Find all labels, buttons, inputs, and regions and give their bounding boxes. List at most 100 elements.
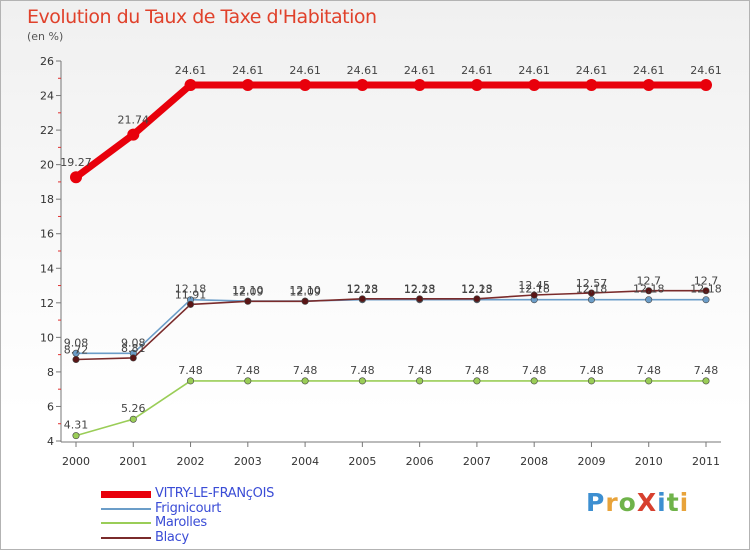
x-tick-label: 2005: [348, 455, 376, 468]
y-tick-label: 22: [40, 124, 54, 137]
logo-letter: X: [636, 488, 658, 517]
data-point: [645, 296, 653, 304]
data-point: [702, 296, 710, 304]
x-tick-label: 2006: [406, 455, 434, 468]
data-label: 24.61: [289, 64, 321, 77]
legend-item: Blacy: [101, 530, 274, 546]
series-line: [75, 289, 707, 361]
x-tick-label: 2003: [234, 455, 262, 468]
data-point: [244, 377, 252, 385]
y-tick-label: 16: [40, 228, 54, 241]
data-label: 24.61: [633, 64, 665, 77]
data-point: [129, 354, 137, 362]
data-label: 12.7: [694, 275, 719, 288]
data-label: 24.61: [404, 64, 436, 77]
data-label: 12.10: [289, 284, 321, 297]
data-point: [413, 79, 426, 92]
data-point: [645, 377, 653, 385]
logo-letter: i: [657, 488, 667, 517]
data-label: 8.72: [64, 343, 89, 356]
y-tick-label: 20: [40, 159, 54, 172]
data-label: 9.08: [64, 336, 89, 349]
data-point: [642, 79, 655, 92]
data-point: [528, 79, 541, 92]
data-label: 19.27: [60, 156, 92, 169]
data-label: 12.10: [232, 284, 264, 297]
data-label: 12.18: [461, 283, 493, 296]
data-point: [301, 377, 309, 385]
legend-swatch: [101, 522, 151, 525]
data-label: 7.48: [350, 364, 375, 377]
data-point: [702, 287, 710, 295]
data-label: 24.61: [461, 64, 493, 77]
data-label: 24.61: [347, 64, 379, 77]
data-point: [72, 355, 80, 363]
data-point: [187, 377, 195, 385]
logo-letter: r: [605, 488, 619, 517]
data-point: [72, 432, 80, 440]
data-point: [127, 128, 140, 141]
data-point: [416, 295, 424, 303]
data-label: 7.48: [236, 364, 261, 377]
series-line: [72, 81, 710, 181]
y-tick-label: 24: [40, 90, 54, 103]
data-point: [241, 79, 254, 92]
data-point: [129, 415, 137, 423]
data-point: [585, 79, 598, 92]
data-point: [244, 297, 252, 305]
y-tick-label: 18: [40, 193, 54, 206]
data-point: [702, 377, 710, 385]
data-point: [299, 79, 312, 92]
logo-letter: t: [666, 488, 680, 517]
data-label: 12.09: [289, 285, 321, 298]
data-label: 7.48: [579, 364, 604, 377]
data-label: 12.7: [636, 275, 661, 288]
data-label: 7.48: [694, 364, 719, 377]
proxiti-logo: ProXiti: [586, 488, 689, 517]
x-tick-label: 2007: [463, 455, 491, 468]
data-label: 7.48: [178, 364, 203, 377]
legend-item: Marolles: [101, 516, 274, 531]
legend-swatch: [101, 536, 151, 539]
data-label: 24.61: [175, 64, 207, 77]
data-label: 11.91: [175, 288, 207, 301]
data-label: 24.61: [690, 64, 722, 77]
x-tick-label: 2004: [291, 455, 319, 468]
data-label: 24.61: [576, 64, 608, 77]
y-tick-label: 10: [40, 331, 54, 344]
data-label: 24.61: [518, 64, 550, 77]
data-label: 12.57: [576, 277, 608, 290]
legend-swatch: [101, 507, 151, 510]
data-label: 4.31: [64, 419, 89, 432]
data-label: 8.81: [121, 342, 146, 355]
data-point: [530, 377, 538, 385]
data-label: 24.61: [232, 64, 264, 77]
x-tick-label: 2001: [119, 455, 147, 468]
data-label: 12.18: [175, 283, 207, 296]
logo-letter: P: [586, 488, 606, 517]
legend-label: VITRY-LE-FRANçOIS: [155, 486, 275, 502]
series-line: [75, 380, 707, 437]
data-point: [587, 289, 595, 297]
y-tick-label: 14: [40, 262, 54, 275]
data-label: 12.18: [347, 283, 379, 296]
data-point: [301, 297, 309, 305]
data-label: 12.23: [347, 283, 379, 296]
data-point: [645, 287, 653, 295]
logo-letter: i: [679, 488, 690, 517]
data-point: [587, 296, 595, 304]
data-point: [416, 377, 424, 385]
data-point: [700, 79, 712, 92]
legend-swatch: [101, 490, 151, 498]
data-label: 21.74: [118, 114, 150, 127]
x-tick-label: 2011: [692, 455, 720, 468]
data-point: [356, 79, 369, 92]
data-point: [358, 377, 366, 385]
x-tick-label: 2009: [577, 455, 605, 468]
y-tick-label: 6: [47, 400, 54, 413]
legend-label: Frignicourt: [155, 500, 222, 516]
data-label: 12.18: [633, 283, 665, 296]
data-label: 12.18: [690, 283, 722, 296]
